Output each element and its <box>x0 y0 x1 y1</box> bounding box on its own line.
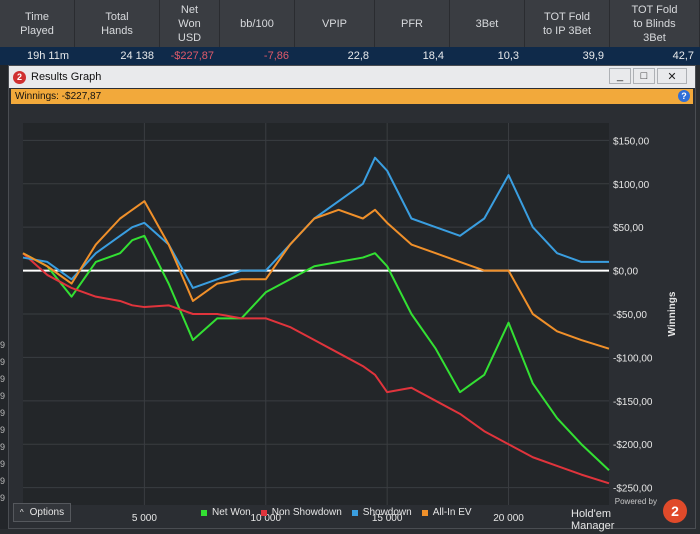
minimize-button[interactable]: _ <box>609 68 631 84</box>
legend-label: Showdown <box>362 507 412 518</box>
legend-label: Net Won <box>212 507 251 518</box>
x-tick-label: 20 000 <box>493 513 524 524</box>
legend-item[interactable]: Net Won <box>201 507 251 518</box>
results-chart: $150,00 $100,00 $50,00 $0,00 -$50,00 -$100,00… <box>22 123 678 534</box>
column-header[interactable]: TOT Fold to IP 3Bet <box>525 0 610 47</box>
left-strip-label: 9 <box>0 476 6 486</box>
winnings-text: Winnings: -$227,87 <box>15 91 102 102</box>
column-header[interactable]: VPIP <box>295 0 375 47</box>
chart-area: $150,00 $100,00 $50,00 $0,00 -$50,00 -$100,00… <box>9 105 695 534</box>
help-icon[interactable]: ? <box>678 90 690 102</box>
legend-swatch <box>201 509 207 516</box>
y-tick-label: -$150,00 <box>613 397 653 408</box>
stat-cell: 24 138 <box>120 50 154 62</box>
series-line-all-in-ev <box>22 200 610 350</box>
y-axis-label: Winnings <box>667 291 678 336</box>
left-strip-label: 9 <box>0 357 6 367</box>
left-strip-label: 9 <box>0 374 6 384</box>
left-strip-label: 9 <box>0 493 6 503</box>
chart-legend: Net Won Non Showdown Showdown All-In EV <box>201 507 482 518</box>
maximize-button[interactable]: □ <box>633 68 655 84</box>
x-tick-label: 5 000 <box>132 513 157 524</box>
y-tick-label: $150,00 <box>613 136 650 147</box>
left-strip-label: 9 <box>0 391 6 401</box>
series-line-non-showdown <box>22 252 610 485</box>
winnings-infobar: Winnings: -$227,87 ? <box>11 89 693 104</box>
stats-header: Time Played Total Hands Net Won USD bb/100 V… <box>0 0 700 47</box>
product-name: Hold'em Manager <box>571 508 615 532</box>
stat-cell: -$227,87 <box>170 50 214 62</box>
legend-swatch <box>421 509 428 516</box>
results-graph-window: 2 Results Graph _ □ ✕ Winnings: -$227,87… <box>8 65 696 534</box>
hem-logo-icon: 2 <box>663 499 687 523</box>
stat-cell: 10,3 <box>497 50 519 62</box>
stat-cell: 22,8 <box>347 50 369 62</box>
x-tick-label: 15 000 <box>372 513 403 524</box>
y-tick-label: -$50,00 <box>613 310 647 321</box>
options-label: Options <box>29 507 65 518</box>
left-strip-label: 9 <box>0 340 6 350</box>
column-header[interactable]: Net Won USD <box>160 0 220 47</box>
y-tick-label: $50,00 <box>613 223 644 234</box>
y-tick-label: -$100,00 <box>613 353 653 364</box>
legend-swatch <box>351 509 358 516</box>
y-tick-label: -$250,00 <box>613 484 653 495</box>
left-strip-label: 9 <box>0 459 6 469</box>
x-tick-label: 10 000 <box>250 513 281 524</box>
branding: Powered by Hold'em Manager 2 <box>571 496 691 532</box>
window-title: Results Graph <box>31 71 102 83</box>
stat-cell: 18,4 <box>422 50 444 62</box>
powered-by-text: Powered by <box>614 497 657 506</box>
column-header[interactable]: PFR <box>375 0 450 47</box>
title-bar[interactable]: 2 Results Graph _ □ ✕ <box>9 66 695 88</box>
legend-item[interactable]: All-In EV <box>421 507 472 518</box>
stat-cell: 42,7 <box>672 50 694 62</box>
left-strip: 9 9 9 9 9 9 9 9 9 9 <box>0 65 8 529</box>
options-button[interactable]: ^ Options <box>13 503 71 522</box>
stat-cell: 19h 11m <box>27 50 69 62</box>
y-tick-label: -$200,00 <box>613 440 653 451</box>
legend-item[interactable]: Non Showdown <box>260 507 342 518</box>
stats-row: 19h 11m 24 138 -$227,87 -7,86 22,8 18,4 10,3 39… <box>0 47 700 65</box>
y-tick-label: $0,00 <box>613 267 638 278</box>
close-button[interactable]: ✕ <box>657 68 687 84</box>
stat-cell: 39,9 <box>582 50 604 62</box>
app-icon: 2 <box>13 70 26 84</box>
y-tick-label: $100,00 <box>613 180 650 191</box>
left-strip-label: 9 <box>0 408 6 418</box>
column-header[interactable]: Time Played <box>0 0 75 47</box>
left-strip-label: 9 <box>0 442 6 452</box>
stat-cell: -7,86 <box>263 50 289 62</box>
legend-label: Non Showdown <box>271 507 342 518</box>
series-line-net-won <box>22 234 610 472</box>
column-header[interactable]: Total Hands <box>75 0 160 47</box>
legend-label: All-In EV <box>432 507 472 518</box>
left-strip-label: 9 <box>0 425 6 435</box>
chevron-up-icon: ^ <box>19 508 24 517</box>
legend-item[interactable]: Showdown <box>351 507 412 518</box>
column-header[interactable]: TOT Fold to Blinds 3Bet <box>610 0 700 47</box>
column-header[interactable]: 3Bet <box>450 0 525 47</box>
column-header[interactable]: bb/100 <box>220 0 295 47</box>
legend-swatch <box>260 509 267 516</box>
